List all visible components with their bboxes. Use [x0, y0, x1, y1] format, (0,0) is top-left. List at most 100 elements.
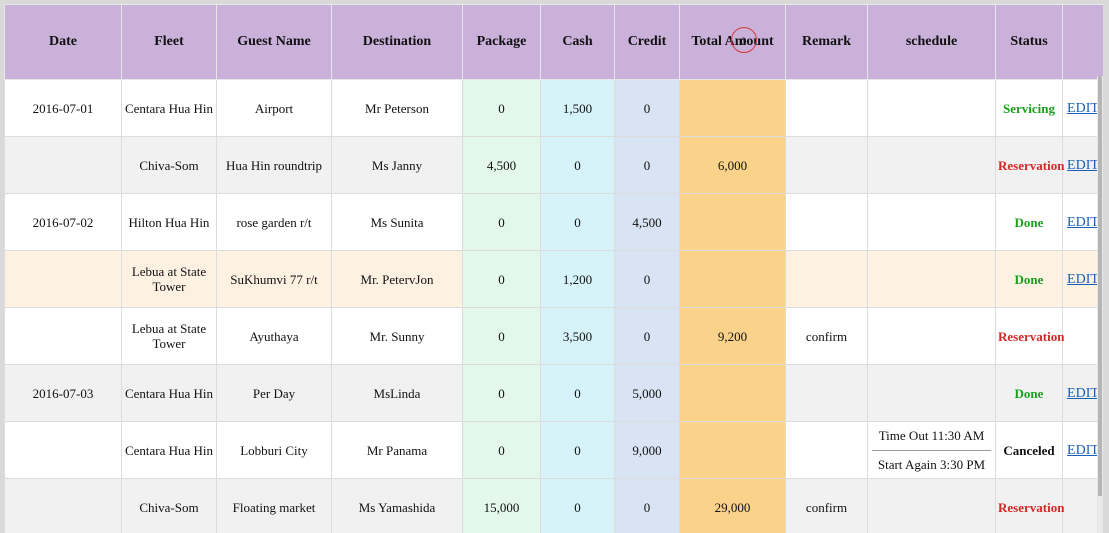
cell-total-amount — [679, 250, 786, 308]
table-row[interactable]: Chiva-Som Floating market Ms Yamashida 1… — [4, 478, 1103, 533]
cell-remark — [785, 364, 868, 422]
header-remark[interactable]: Remark — [785, 4, 868, 80]
cell-status: Done — [995, 364, 1063, 422]
edit-link[interactable]: EDIT — [1067, 215, 1099, 230]
total-counter-badge: 0 — [730, 27, 757, 53]
table-row[interactable]: 2016-07-02 Hilton Hua Hin rose garden r/… — [4, 193, 1103, 251]
cell-guest-name: Hua Hin roundtrip — [216, 136, 332, 194]
cell-fleet: Chiva-Som — [121, 478, 217, 533]
cell-status: Servicing — [995, 79, 1063, 137]
cell-cash: 0 — [540, 421, 615, 479]
cell-guest-name: Lobburi City — [216, 421, 332, 479]
cell-actions: EDIT — [1062, 250, 1103, 308]
cell-date — [4, 136, 122, 194]
cell-cash: 3,500 — [540, 307, 615, 365]
edit-link[interactable]: EDIT — [1067, 386, 1099, 401]
cell-schedule — [867, 193, 996, 251]
scrollbar-thumb[interactable] — [1098, 76, 1102, 496]
edit-link[interactable]: EDIT — [1067, 101, 1099, 116]
table-row[interactable]: 2016-07-01 Centara Hua Hin Airport Mr Pe… — [4, 79, 1103, 137]
header-actions — [1062, 4, 1103, 80]
vertical-scrollbar[interactable] — [1097, 76, 1103, 533]
header-guest-name[interactable]: Guest Name — [216, 4, 332, 80]
cell-remark: confirm — [785, 478, 868, 533]
header-row: Date Fleet Guest Name Destination Packag… — [4, 4, 1103, 80]
schedule-start-again: Start Again 3:30 PM — [877, 456, 986, 472]
cell-credit: 0 — [614, 79, 680, 137]
cell-actions: EDIT — [1062, 421, 1103, 479]
cell-status: Reservation — [995, 307, 1064, 365]
cell-status: Reservation — [995, 136, 1064, 194]
cell-destination: Mr. PetervJon — [331, 250, 463, 308]
cell-credit: 5,000 — [614, 364, 680, 422]
table-row[interactable]: Lebua at State Tower SuKhumvi 77 r/t Mr.… — [4, 250, 1103, 308]
cell-guest-name: rose garden r/t — [216, 193, 332, 251]
header-date[interactable]: Date — [4, 4, 122, 80]
cell-date — [4, 250, 122, 308]
cell-destination: MsLinda — [331, 364, 463, 422]
booking-table: Date Fleet Guest Name Destination Packag… — [4, 4, 1103, 533]
cell-guest-name: Floating market — [216, 478, 332, 533]
cell-schedule — [867, 364, 996, 422]
cell-remark — [785, 136, 868, 194]
edit-link[interactable]: EDIT — [1067, 158, 1099, 173]
table-row[interactable]: 2016-07-03 Centara Hua Hin Per Day MsLin… — [4, 364, 1103, 422]
cell-fleet: Chiva-Som — [121, 136, 217, 194]
schedule-split: Time Out 11:30 AM Start Again 3:30 PM — [868, 422, 995, 478]
cell-remark — [785, 79, 868, 137]
cell-package: 0 — [462, 364, 541, 422]
cell-fleet: Hilton Hua Hin — [121, 193, 217, 251]
cell-total-amount — [679, 421, 786, 479]
cell-cash: 0 — [540, 136, 615, 194]
header-package[interactable]: Package — [462, 4, 541, 80]
cell-total-amount — [679, 364, 786, 422]
cell-cash: 0 — [540, 193, 615, 251]
cell-remark — [785, 193, 868, 251]
header-schedule[interactable]: schedule — [867, 4, 996, 80]
cell-package: 0 — [462, 193, 541, 251]
cell-schedule — [867, 250, 996, 308]
header-status[interactable]: Status — [995, 4, 1063, 80]
total-amount-value: 6,000 — [717, 157, 748, 173]
cell-package: 15,000 — [462, 478, 541, 533]
cell-date — [4, 478, 122, 533]
cell-destination: Ms Yamashida — [331, 478, 463, 533]
cell-fleet: Lebua at State Tower — [121, 307, 217, 365]
cell-total-amount — [679, 193, 786, 251]
header-total-amount[interactable]: Total Amount 0 — [679, 4, 786, 80]
schedule-time-out: Time Out 11:30 AM — [872, 422, 991, 451]
table-row[interactable]: Lebua at State Tower Ayuthaya Mr. Sunny … — [4, 307, 1103, 365]
cell-credit: 0 — [614, 478, 680, 533]
header-cash[interactable]: Cash — [540, 4, 615, 80]
header-fleet[interactable]: Fleet — [121, 4, 217, 80]
edit-link[interactable]: EDIT — [1067, 272, 1099, 287]
total-amount-value: 29,000 — [714, 499, 751, 515]
cell-fleet: Centara Hua Hin — [121, 364, 217, 422]
cell-schedule — [867, 478, 996, 533]
cell-total-amount — [679, 79, 786, 137]
table-row[interactable]: Chiva-Som Hua Hin roundtrip Ms Janny 4,5… — [4, 136, 1103, 194]
cell-total-amount: 6,000 — [679, 136, 786, 194]
cell-total-amount: 9,200 — [679, 307, 786, 365]
cell-destination: Mr Panama — [331, 421, 463, 479]
cell-package: 0 — [462, 79, 541, 137]
cell-cash: 0 — [540, 478, 615, 533]
cell-schedule: Time Out 11:30 AM Start Again 3:30 PM — [867, 421, 996, 479]
cell-cash: 1,500 — [540, 79, 615, 137]
cell-fleet: Lebua at State Tower — [121, 250, 217, 308]
cell-credit: 4,500 — [614, 193, 680, 251]
header-destination[interactable]: Destination — [331, 4, 463, 80]
cell-schedule — [867, 307, 996, 365]
edit-link[interactable]: EDIT — [1067, 443, 1099, 458]
cell-guest-name: SuKhumvi 77 r/t — [216, 250, 332, 308]
cell-status: Canceled — [995, 421, 1063, 479]
header-credit[interactable]: Credit — [614, 4, 680, 80]
cell-date: 2016-07-03 — [4, 364, 122, 422]
table-row[interactable]: Centara Hua Hin Lobburi City Mr Panama 0… — [4, 421, 1103, 479]
cell-guest-name: Ayuthaya — [216, 307, 332, 365]
total-amount-value: 9,200 — [717, 328, 748, 344]
cell-schedule — [867, 136, 996, 194]
cell-credit: 9,000 — [614, 421, 680, 479]
cell-credit: 0 — [614, 136, 680, 194]
cell-date — [4, 421, 122, 479]
